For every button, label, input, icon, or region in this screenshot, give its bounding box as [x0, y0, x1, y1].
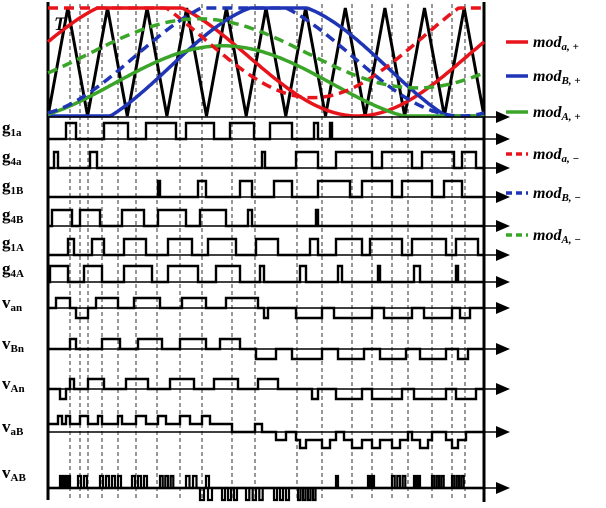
curve-mod-a-minus — [48, 6, 484, 100]
trace-g1a-arrow — [496, 133, 510, 145]
curve-mod-a-plus — [46, 6, 486, 118]
legend-label: moda, + — [533, 34, 579, 53]
carrier-modulation-panel — [46, 2, 486, 502]
trace-vAB-arrow — [496, 482, 510, 494]
trace-g1B — [48, 179, 484, 199]
legend-label: modB, − — [533, 185, 581, 204]
trace-g4A — [48, 264, 484, 284]
legend-label: moda, − — [533, 146, 579, 165]
trace-vaB-arrow — [496, 426, 510, 438]
curve-mod-A-minus — [47, 17, 485, 90]
trace-vaB — [48, 414, 484, 450]
trace-g1A — [48, 237, 484, 257]
signal-label-g1a: g1a — [2, 118, 22, 139]
curve-mod-B-plus — [48, 6, 484, 118]
legend-label: modA, − — [533, 227, 581, 246]
trace-g1B-arrow — [496, 191, 510, 203]
signal-labels: g1a g4a g1B g4B g1A g4A van vBn vAn vaB … — [2, 118, 26, 484]
carrier-label: T — [54, 14, 67, 35]
curve-mod-B-minus — [47, 6, 485, 118]
trace-vAB-positive-late — [48, 474, 484, 490]
legend-label: modA, + — [533, 104, 581, 123]
trace-g4A-arrow — [496, 276, 510, 288]
trace-g1A-arrow — [496, 249, 510, 261]
signal-label-vAB: vAB — [2, 463, 26, 484]
trace-g4B — [48, 208, 484, 228]
legend-item-mod-B-minus: modB, − — [506, 185, 581, 204]
trace-vAn-arrow — [496, 383, 510, 395]
trace-g4a-arrow — [496, 162, 510, 174]
signal-label-g4a: g4a — [2, 147, 22, 168]
signal-label-van: van — [2, 293, 22, 314]
trace-g4a — [48, 150, 484, 170]
carrier-triangle-wave — [46, 7, 486, 117]
trace-panel — [48, 111, 510, 502]
legend: moda, + modB, + modA, + moda, − modB, − … — [506, 34, 581, 246]
signal-label-g1B: g1B — [2, 176, 24, 197]
trace-vBn-arrow — [496, 343, 510, 355]
curve-mod-A-plus — [47, 44, 485, 118]
trace-g1a — [48, 121, 484, 141]
signal-label-vaB: vaB — [2, 417, 24, 438]
legend-item-mod-B-plus: modB, + — [506, 68, 581, 87]
signal-label-vAn: vAn — [2, 374, 25, 395]
trace-van-arrow — [496, 302, 510, 314]
legend-item-mod-a-plus: moda, + — [506, 34, 579, 53]
carrier-arrow — [496, 111, 510, 123]
trace-vAB-negative — [48, 486, 484, 502]
signal-label-vBn: vBn — [2, 334, 24, 355]
trace-g4B-arrow — [496, 220, 510, 232]
legend-item-mod-a-minus: moda, − — [506, 146, 579, 165]
legend-label: modB, + — [533, 68, 581, 87]
legend-item-mod-A-minus: modA, − — [506, 227, 581, 246]
signal-label-g4A: g4A — [2, 259, 24, 280]
legend-item-mod-A-plus: modA, + — [506, 104, 581, 123]
trace-vBn — [48, 337, 484, 361]
signal-label-g4B: g4B — [2, 205, 24, 226]
signal-label-g1A: g1A — [2, 233, 24, 254]
